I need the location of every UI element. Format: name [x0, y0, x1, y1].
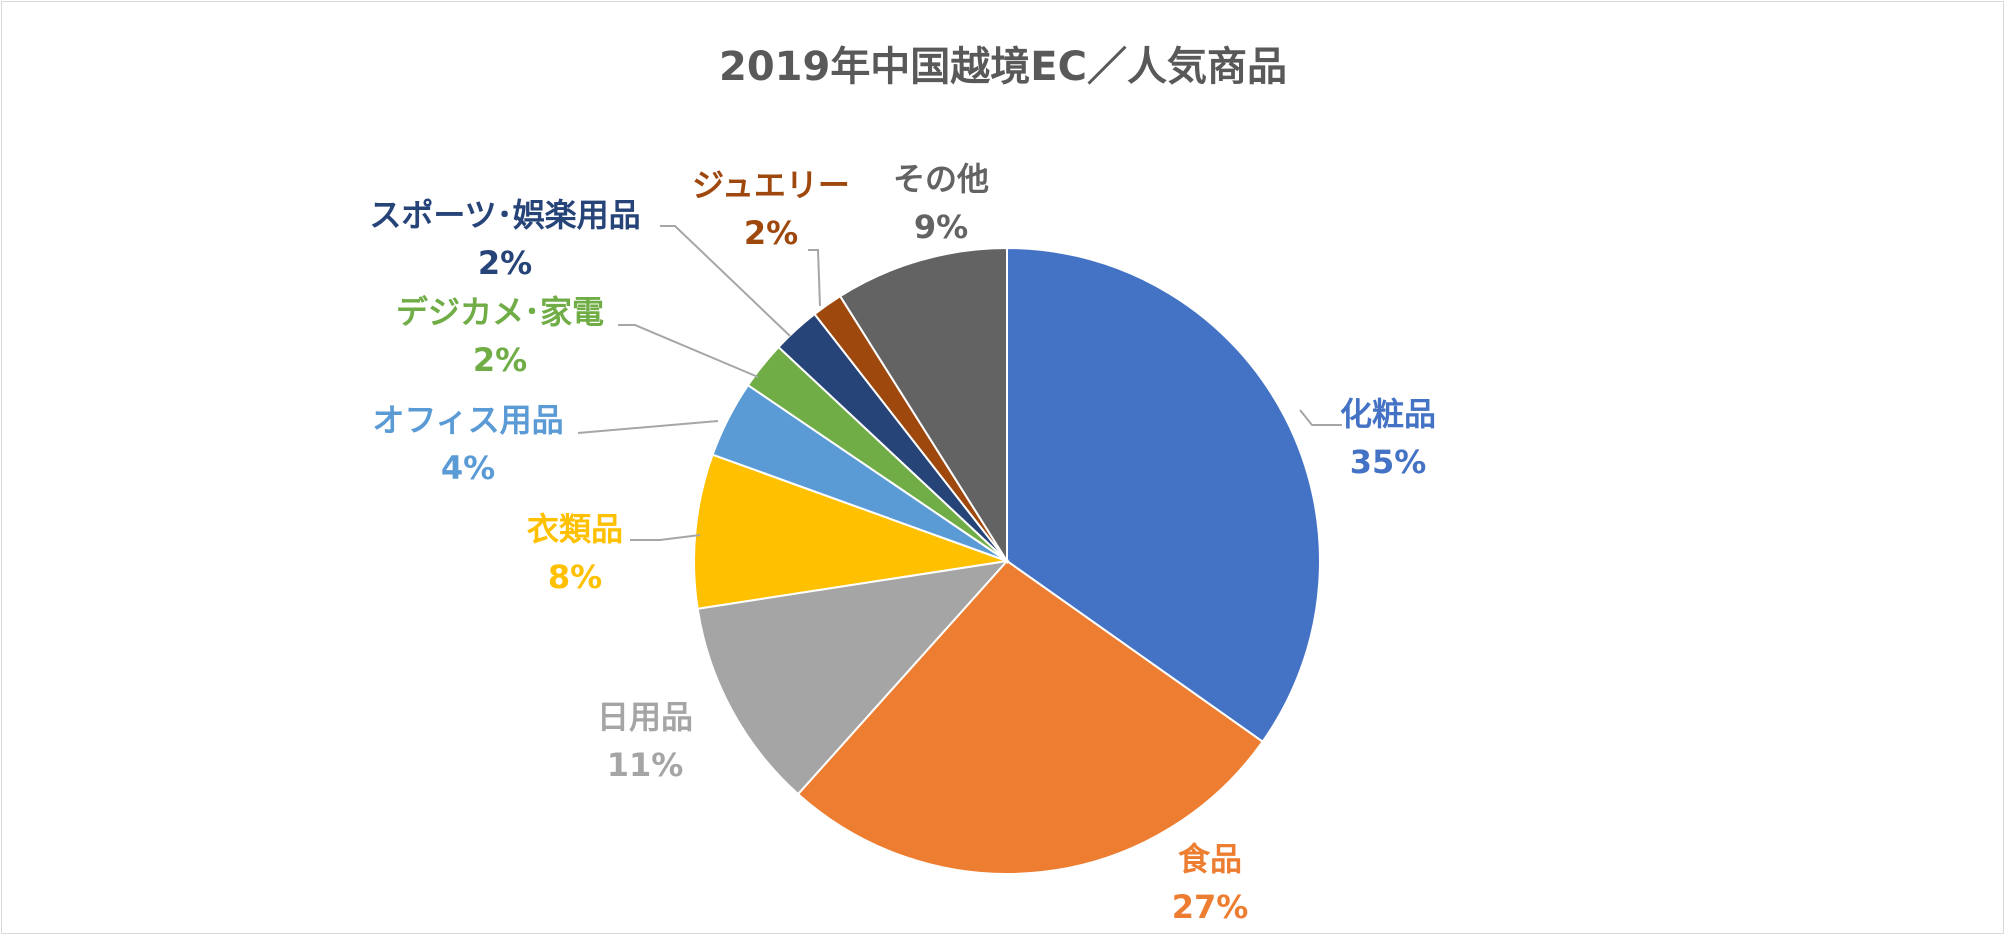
slice-name-label-3: 日用品: [597, 698, 693, 736]
slice-name-label-9: その他: [893, 160, 989, 198]
leader-line-6: [618, 324, 759, 378]
leader-line-1: [1299, 409, 1342, 426]
slice-name-label-5: オフィス用品: [372, 401, 563, 439]
slice-name-label-8: ジュエリー: [692, 166, 850, 204]
chart-title: 2019年中国越境EC／人気商品: [719, 44, 1287, 90]
pie-slice-3: [696, 559, 1010, 796]
pie-slices: [693, 246, 1321, 875]
slice-name-label-2: 食品: [1178, 840, 1242, 878]
slice-value-label-1: 35%: [1350, 443, 1427, 481]
slice-value-label-5: 4%: [441, 449, 495, 487]
slice-name-label-1: 化粧品: [1340, 395, 1436, 433]
leader-lines: [577, 225, 1342, 541]
slice-value-label-6: 2%: [473, 341, 527, 379]
slice-labels: 化粧品 35% 食品 27% 日用品 11% 衣類品 8% オフィス用品 4% デジカメ･家電 2% ス…: [369, 160, 1436, 926]
slice-name-label-6: デジカメ･家電: [396, 293, 604, 331]
leader-line-7: [660, 225, 791, 337]
leader-line-8: [808, 249, 821, 307]
pie-slice-9: [838, 246, 1008, 565]
leader-line-4: [630, 534, 701, 541]
slice-value-label-9: 9%: [914, 208, 968, 246]
leader-line-5: [577, 420, 719, 434]
slice-value-label-3: 11%: [607, 746, 684, 784]
slice-value-label-8: 2%: [744, 214, 798, 252]
slice-name-label-4: 衣類品: [527, 510, 623, 548]
pie-slice-1: [1006, 246, 1321, 744]
pie-slice-4: [693, 453, 1008, 610]
slice-value-label-2: 27%: [1172, 888, 1249, 926]
pie-slice-2: [796, 559, 1265, 875]
slice-value-label-4: 8%: [548, 558, 602, 596]
slice-value-label-7: 2%: [478, 244, 532, 282]
slice-name-label-7: スポーツ･娯楽用品: [369, 196, 640, 234]
